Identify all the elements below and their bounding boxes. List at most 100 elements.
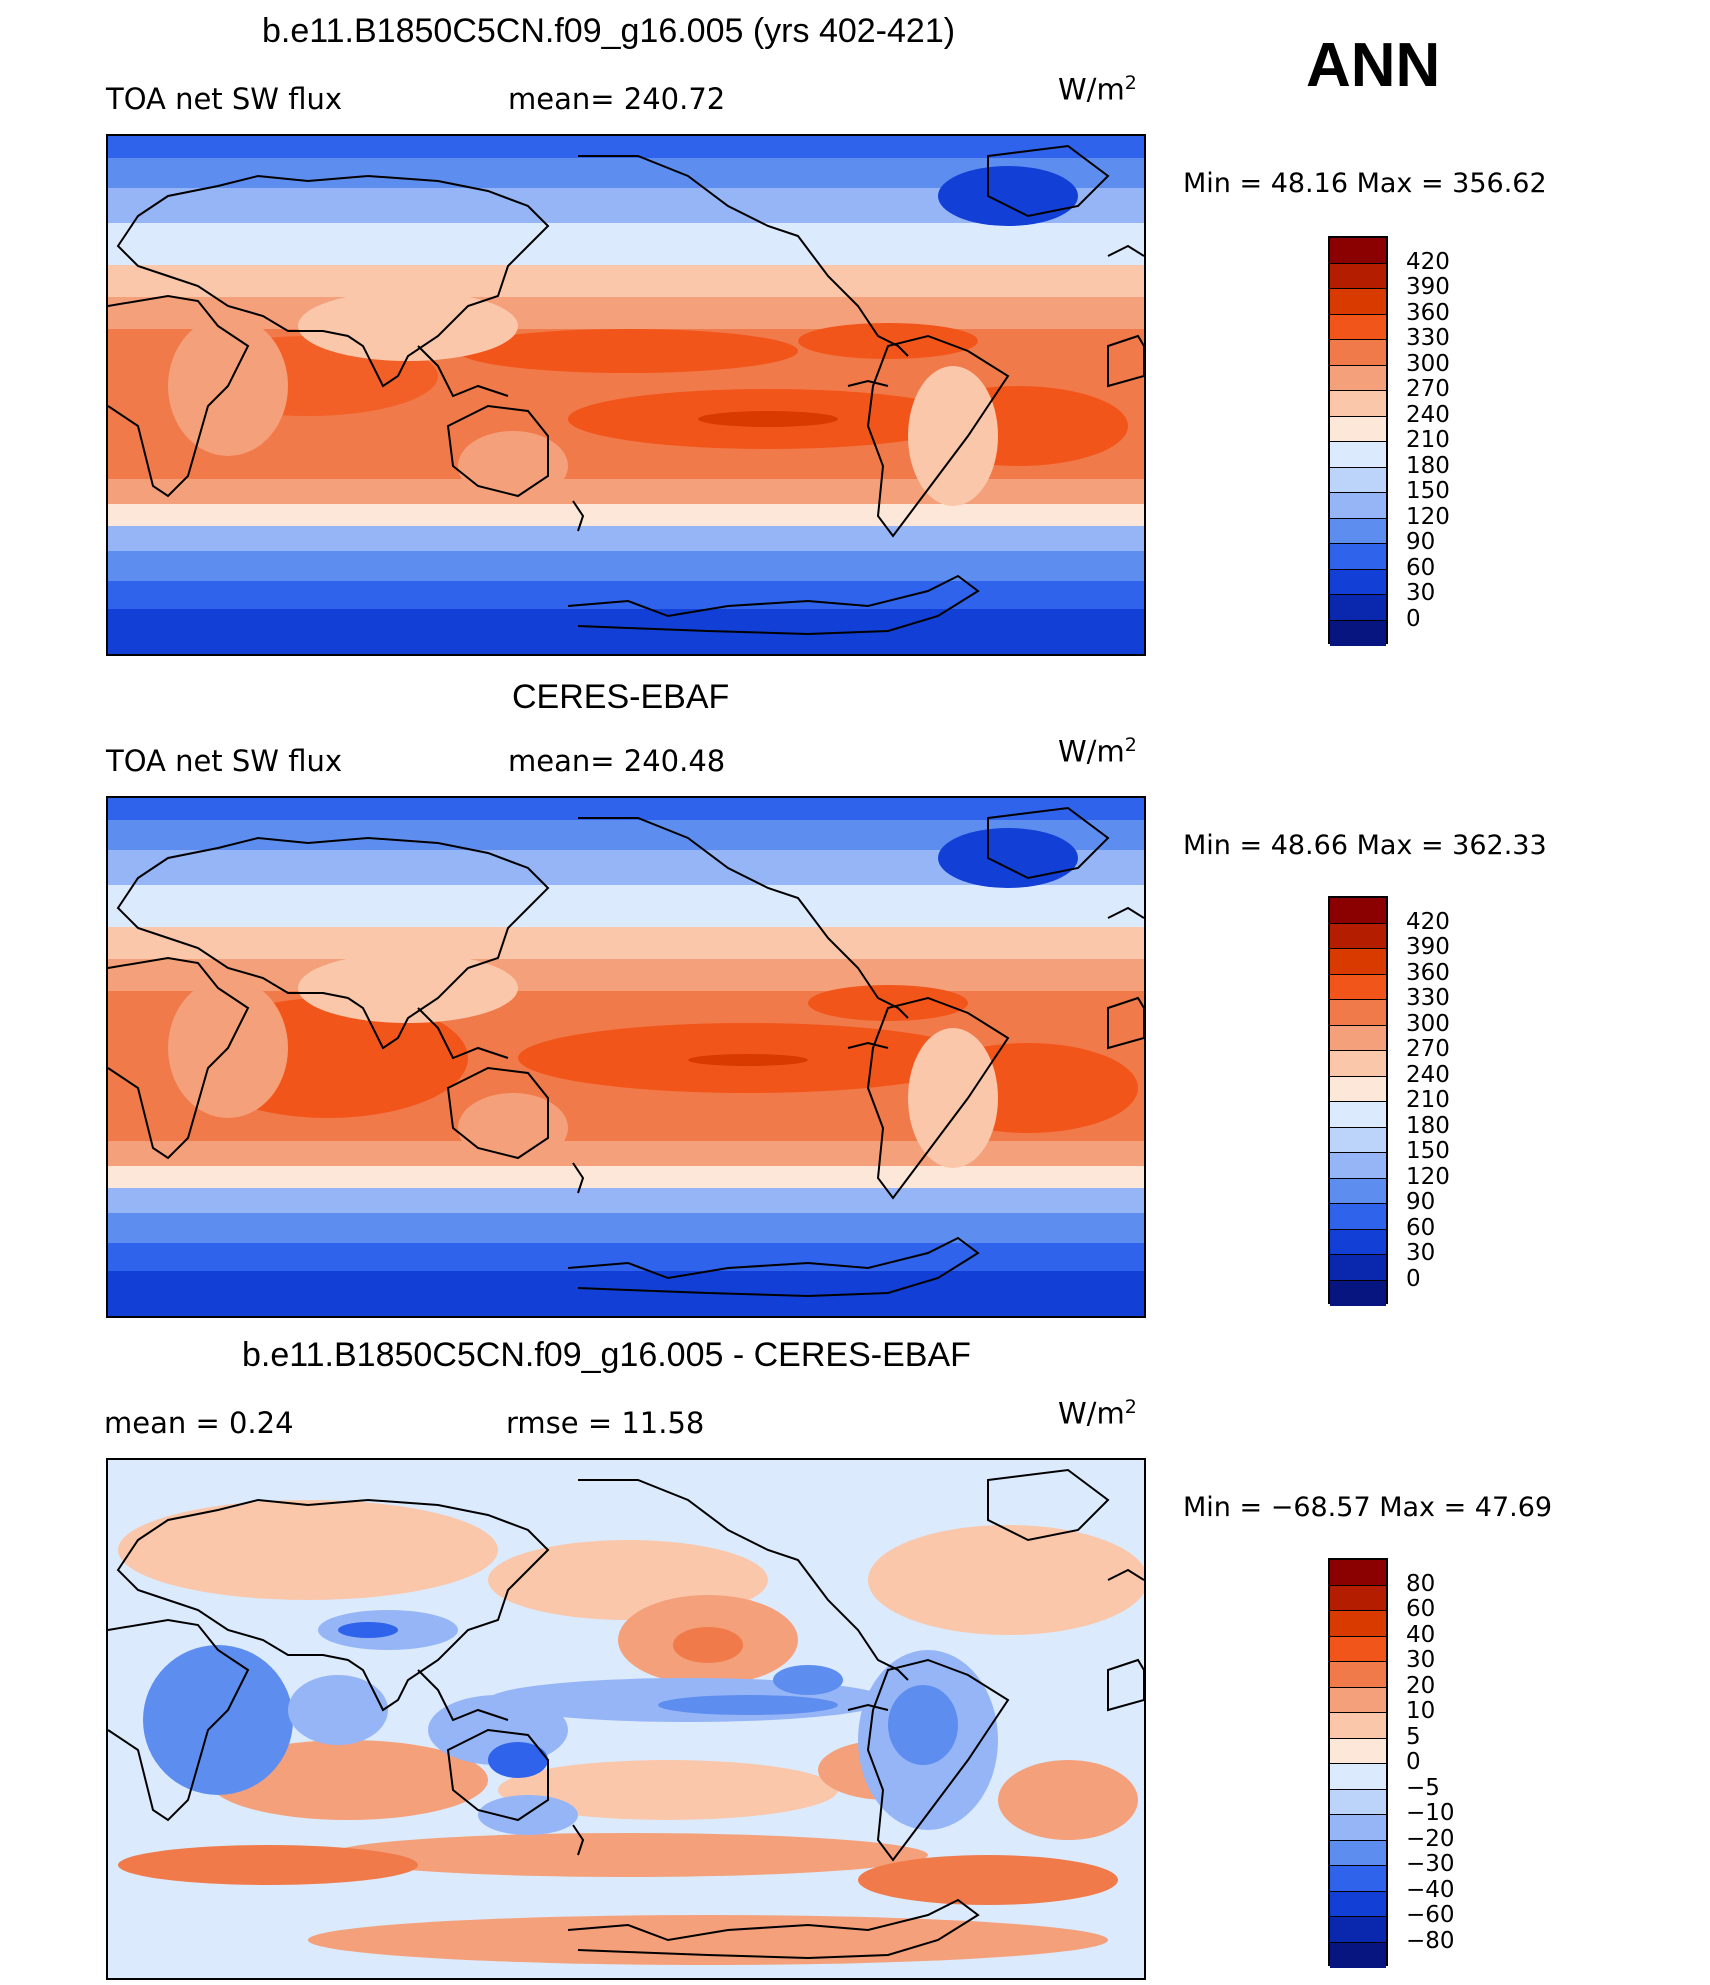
panel-3-colorbar-box bbox=[1330, 1764, 1386, 1790]
panel-1-colorbar-box bbox=[1330, 493, 1386, 519]
panel-2-colorbar-box bbox=[1330, 949, 1386, 975]
panel-1-colorbar-box bbox=[1330, 289, 1386, 315]
panel-2-colorbar-box bbox=[1330, 974, 1386, 1000]
panel-1-colorbar-tick-label: 360 bbox=[1406, 299, 1450, 326]
panel-3-minmax: Min = −68.57 Max = 47.69 bbox=[1183, 1492, 1553, 1523]
panel-2-colorbar-tick-label: 300 bbox=[1406, 1010, 1450, 1037]
panel-3-colorbar-tick-label: 30 bbox=[1406, 1647, 1436, 1673]
panel-1-colorbar-box bbox=[1330, 544, 1386, 570]
panel-3-colorbar-box bbox=[1330, 1611, 1386, 1637]
panel-1-colorbar-box bbox=[1330, 569, 1386, 595]
panel-3-colorbar-box bbox=[1330, 1891, 1386, 1917]
panel-1-minmax: Min = 48.16 Max = 356.62 bbox=[1183, 168, 1547, 199]
panel-3-colorbar-tick-label: 60 bbox=[1406, 1596, 1436, 1622]
panel-1-colorbar-box bbox=[1330, 442, 1386, 468]
panel-3-colorbar-box bbox=[1330, 1815, 1386, 1841]
panel-1-colorbar-tick-label: 120 bbox=[1406, 503, 1450, 530]
panel-2-colorbar-box bbox=[1330, 1025, 1386, 1051]
panel-1-colorbar-tick-label: 300 bbox=[1406, 350, 1450, 377]
panel-3-colorbar-tick-label: 40 bbox=[1406, 1621, 1436, 1648]
panel-2-units: W/m2 bbox=[1058, 734, 1137, 769]
panel-3-colorbar-box bbox=[1330, 1662, 1386, 1688]
panel-3-colorbar-tick-label: −10 bbox=[1406, 1800, 1455, 1826]
panel-3-colorbar-box bbox=[1330, 1636, 1386, 1662]
panel-3-colorbar bbox=[1328, 1558, 1388, 1968]
panel-3-colorbar-box bbox=[1330, 1687, 1386, 1713]
panel-2-colorbar-box bbox=[1330, 923, 1386, 949]
panel-3-colorbar-tick-label: 80 bbox=[1406, 1570, 1436, 1597]
panel-2-mean-label: mean= 240.48 bbox=[508, 744, 726, 778]
panel-3-colorbar-tick-label: −80 bbox=[1406, 1927, 1455, 1954]
panel-3-colorbar-box bbox=[1330, 1942, 1386, 1968]
panel-3-colorbar-box bbox=[1330, 1585, 1386, 1611]
panel-1-mean-label: mean= 240.72 bbox=[508, 82, 726, 116]
sw-flux-difference-field bbox=[108, 1460, 1144, 1978]
season-label: ANN bbox=[1306, 31, 1441, 100]
panel-3-colorbar-box bbox=[1330, 1866, 1386, 1892]
panel-1-colorbar-tick-label: 270 bbox=[1406, 376, 1450, 402]
panel-2-colorbar-tick-label: 30 bbox=[1406, 1240, 1436, 1266]
panel-2-colorbar-tick-label: 330 bbox=[1406, 985, 1450, 1011]
panel-1-colorbar-box bbox=[1330, 263, 1386, 289]
coastlines bbox=[108, 806, 1144, 1298]
panel-2-colorbar-tick-label: 270 bbox=[1406, 1036, 1450, 1062]
panel-3-rmse-label: rmse = 11.58 bbox=[506, 1406, 705, 1440]
panel-1-colorbar-box bbox=[1330, 518, 1386, 544]
panel-2-colorbar-box bbox=[1330, 1153, 1386, 1179]
panel-1-colorbar-box bbox=[1330, 314, 1386, 340]
panel-1-colorbar-tick-label: 390 bbox=[1406, 274, 1450, 300]
panel-2-minmax: Min = 48.66 Max = 362.33 bbox=[1183, 830, 1547, 861]
panel-3-colorbar-box bbox=[1330, 1840, 1386, 1866]
panel-2-colorbar-box bbox=[1330, 1204, 1386, 1230]
panel-3-colorbar-box bbox=[1330, 1789, 1386, 1815]
panel-3-colorbar-tick-label: 0 bbox=[1406, 1749, 1421, 1775]
coastlines bbox=[108, 144, 1144, 636]
panel-1-colorbar-box bbox=[1330, 595, 1386, 621]
panel-2-colorbar-box bbox=[1330, 1127, 1386, 1153]
panel-1-colorbar-box bbox=[1330, 391, 1386, 417]
panel-1-colorbar-box bbox=[1330, 238, 1386, 264]
panel-1-colorbar-tick-label: 240 bbox=[1406, 401, 1450, 428]
panel-1-colorbar-tick-label: 60 bbox=[1406, 554, 1436, 581]
panel-2-colorbar-box bbox=[1330, 1255, 1386, 1281]
panel-2-colorbar-box bbox=[1330, 1280, 1386, 1306]
panel-3-colorbar-tick-label: −20 bbox=[1406, 1825, 1455, 1852]
panel-1-colorbar-box bbox=[1330, 620, 1386, 646]
panel-3-colorbar-tick-label: 20 bbox=[1406, 1672, 1436, 1699]
panel-2-colorbar-tick-label: 240 bbox=[1406, 1061, 1450, 1088]
panel-3-colorbar-tick-label: −40 bbox=[1406, 1876, 1455, 1903]
panel-3-colorbar-tick-label: 5 bbox=[1406, 1723, 1421, 1750]
panel-2-colorbar-tick-label: 180 bbox=[1406, 1112, 1450, 1139]
panel-2-colorbar-box bbox=[1330, 1051, 1386, 1077]
sw-flux-field bbox=[108, 798, 1144, 1316]
panel-2-colorbar-tick-label: 0 bbox=[1406, 1265, 1421, 1292]
panel-1-colorbar-box bbox=[1330, 467, 1386, 493]
panel-1-colorbar-tick-label: 330 bbox=[1406, 325, 1450, 351]
panel-2-colorbar bbox=[1328, 896, 1388, 1306]
panel-2-colorbar-tick-label: 120 bbox=[1406, 1163, 1450, 1190]
panel-2-colorbar-box bbox=[1330, 1178, 1386, 1204]
panel-1-variable-label: TOA net SW flux bbox=[106, 82, 343, 116]
panel-1-colorbar-tick-label: 150 bbox=[1406, 478, 1450, 504]
panel-2-colorbar-tick-label: 210 bbox=[1406, 1087, 1450, 1113]
panel-1-colorbar bbox=[1328, 236, 1388, 646]
panel-1-colorbar-tick-label: 420 bbox=[1406, 248, 1450, 275]
panel-1-colorbar-tick-label: 0 bbox=[1406, 605, 1421, 632]
panel-2-variable-label: TOA net SW flux bbox=[106, 744, 343, 778]
panel-1-colorbar-tick-label: 210 bbox=[1406, 427, 1450, 453]
panel-3-colorbar-tick-label: −30 bbox=[1406, 1851, 1455, 1877]
panel-3-map bbox=[106, 1458, 1146, 1980]
panel-3-mean-label: mean = 0.24 bbox=[104, 1406, 294, 1440]
panel-1-colorbar-tick-label: 90 bbox=[1406, 529, 1436, 555]
panel-3-colorbar-box bbox=[1330, 1917, 1386, 1943]
panel-2-colorbar-tick-label: 420 bbox=[1406, 908, 1450, 935]
panel-1-colorbar-box bbox=[1330, 340, 1386, 366]
panel-1-title: b.e11.B1850C5CN.f09_g16.005 (yrs 402-421… bbox=[262, 12, 956, 50]
panel-2-colorbar-box bbox=[1330, 1102, 1386, 1128]
panel-1-units: W/m2 bbox=[1058, 72, 1137, 107]
coastlines bbox=[108, 1468, 1144, 1960]
panel-3-colorbar-box bbox=[1330, 1560, 1386, 1586]
panel-2-map bbox=[106, 796, 1146, 1318]
panel-1-colorbar-box bbox=[1330, 416, 1386, 442]
panel-1-map bbox=[106, 134, 1146, 656]
